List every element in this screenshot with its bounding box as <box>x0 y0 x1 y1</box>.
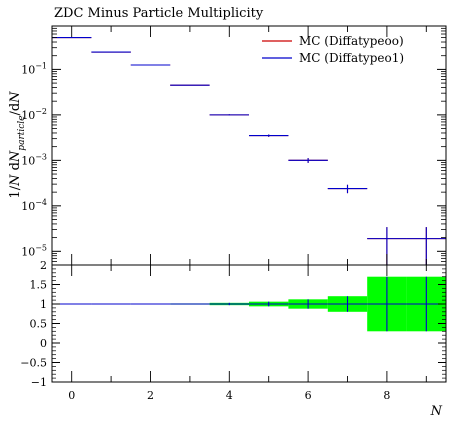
legend-item: MC (Diffatypeo1) <box>262 51 404 65</box>
y-tick-label: 10−2 <box>21 107 47 122</box>
legend-item: MC (Diffatypeoo) <box>262 34 404 48</box>
x-axis-label: N <box>430 404 443 419</box>
svg-text:1/N dNparticle/dN: 1/N dNparticle/dN <box>8 91 27 199</box>
legend-label: MC (Diffatypeoo) <box>299 34 404 48</box>
ratio-y-tick-label: 0 <box>40 337 47 350</box>
ratio-series <box>52 276 446 332</box>
ratio-y-tick-label: 2 <box>40 259 47 272</box>
ratio-y-tick-label: −1 <box>31 376 47 389</box>
legend-label: MC (Diffatypeo1) <box>299 51 404 65</box>
ratio-y-tick-label: −0.5 <box>20 357 47 370</box>
ratio-panel: −1 −0.5 0 0.5 1 1.5 2 0 2 4 6 8 <box>20 26 447 402</box>
y-tick-label: 10−5 <box>21 243 47 258</box>
y-tick-label: 10−4 <box>21 198 47 213</box>
ratio-y-tick-label: 1.5 <box>30 279 48 292</box>
legend: MC (Diffatypeoo) MC (Diffatypeo1) <box>262 34 404 65</box>
chart-title: ZDC Minus Particle Multiplicity <box>54 6 264 21</box>
ratio-y-tick-label: 0.5 <box>30 318 48 331</box>
x-tick-label: 8 <box>383 389 390 402</box>
x-tick-label: 6 <box>305 389 312 402</box>
x-tick-label: 4 <box>226 389 233 402</box>
y-tick-label: 10−1 <box>21 61 47 76</box>
y-axis-label: 1/N dNparticle/dN <box>8 91 27 199</box>
series-1 <box>52 37 446 265</box>
ratio-y-tick-label: 1 <box>40 298 47 311</box>
x-tick-label: 2 <box>147 389 154 402</box>
x-tick-label: 0 <box>68 389 75 402</box>
y-tick-label: 10−3 <box>21 152 47 167</box>
